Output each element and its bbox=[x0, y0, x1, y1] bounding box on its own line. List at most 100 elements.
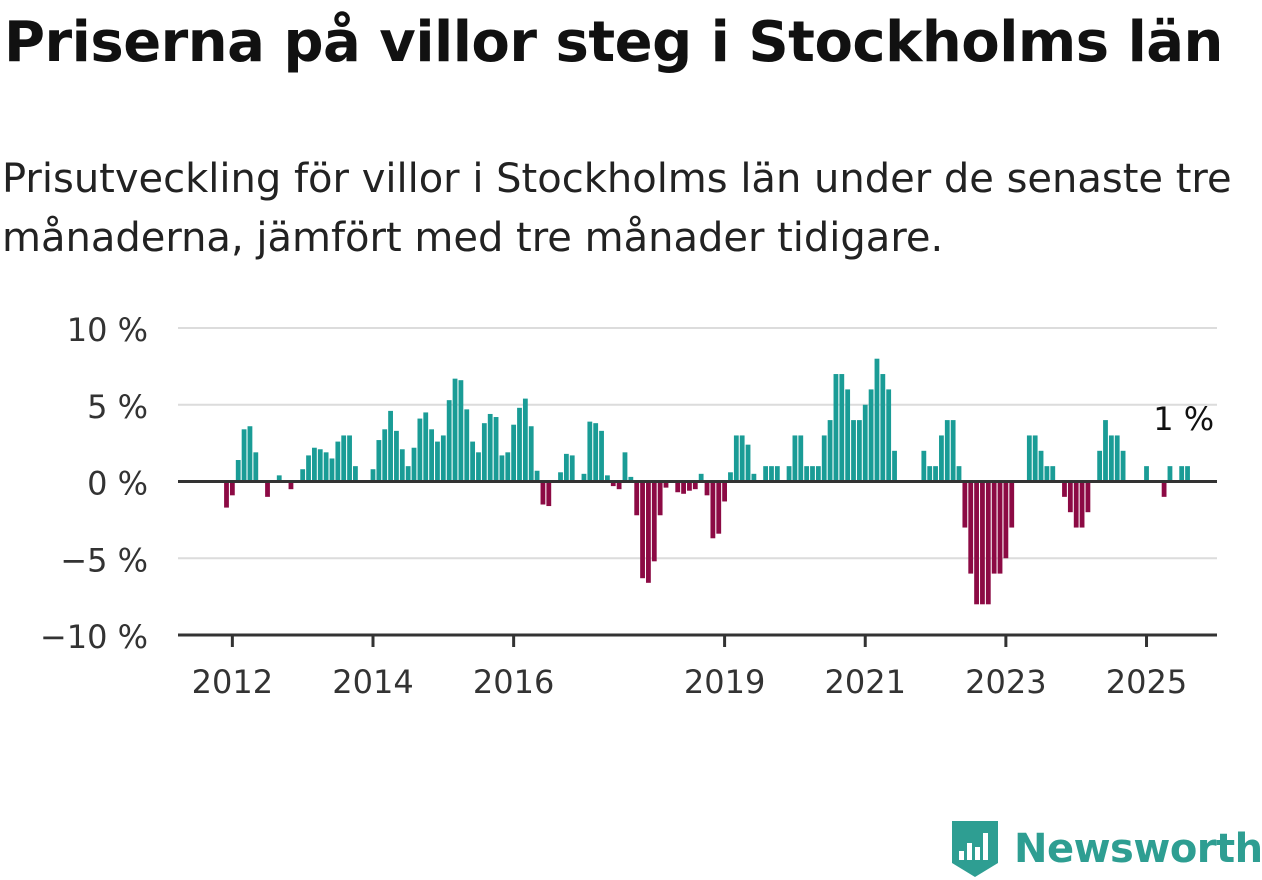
bar bbox=[1144, 466, 1149, 482]
bar bbox=[804, 466, 810, 482]
bar bbox=[452, 378, 458, 482]
bar bbox=[522, 398, 528, 482]
bar bbox=[868, 389, 874, 482]
bar bbox=[956, 466, 962, 482]
bar bbox=[681, 481, 686, 494]
bar bbox=[593, 423, 599, 482]
bar bbox=[663, 481, 669, 488]
bar bbox=[745, 444, 751, 482]
bar bbox=[417, 418, 423, 482]
bar bbox=[892, 450, 897, 482]
bar bbox=[405, 466, 411, 482]
bar bbox=[751, 473, 757, 482]
bar bbox=[1032, 435, 1038, 482]
bar bbox=[827, 420, 833, 482]
bar bbox=[839, 374, 845, 482]
bar bbox=[622, 452, 628, 482]
bar bbox=[651, 481, 657, 562]
bar bbox=[927, 466, 933, 482]
bar bbox=[944, 420, 950, 482]
bar bbox=[511, 424, 517, 482]
bar bbox=[323, 452, 329, 482]
x-tick-label: 2014 bbox=[332, 663, 413, 701]
bar bbox=[276, 475, 282, 482]
bar bbox=[634, 481, 640, 516]
bar bbox=[962, 481, 968, 528]
bar bbox=[470, 441, 476, 482]
bar bbox=[821, 435, 827, 482]
bar bbox=[1026, 435, 1032, 482]
newsworthy-bars-icon bbox=[952, 821, 998, 877]
bar bbox=[382, 429, 388, 482]
bar bbox=[628, 476, 634, 482]
bar bbox=[851, 420, 856, 482]
bar bbox=[540, 481, 546, 505]
bar bbox=[440, 435, 446, 482]
bar bbox=[886, 389, 892, 482]
bar bbox=[300, 469, 306, 482]
bar bbox=[1003, 481, 1009, 559]
y-tick-label: 10 % bbox=[67, 311, 148, 349]
gridlines bbox=[178, 327, 1217, 560]
bar bbox=[815, 466, 821, 482]
bar bbox=[1167, 466, 1173, 482]
bar bbox=[517, 407, 522, 482]
bar bbox=[687, 481, 692, 491]
bar bbox=[1067, 481, 1073, 513]
bar bbox=[317, 449, 323, 482]
bar bbox=[862, 404, 868, 482]
bar bbox=[640, 481, 645, 579]
brand-name: Newsworthy bbox=[1014, 826, 1262, 872]
axes bbox=[178, 480, 1217, 647]
bar bbox=[235, 460, 241, 482]
bar bbox=[605, 475, 610, 482]
bar bbox=[675, 481, 681, 493]
bar bbox=[481, 423, 487, 482]
bar bbox=[974, 481, 979, 605]
bar bbox=[335, 441, 341, 482]
bar bbox=[435, 441, 440, 482]
newsworthy-logo: Newsworthy bbox=[950, 818, 1262, 880]
bar bbox=[329, 458, 335, 482]
bar bbox=[376, 440, 382, 482]
bar bbox=[1073, 481, 1079, 528]
y-tick-label: −5 % bbox=[60, 541, 148, 579]
bar bbox=[733, 435, 739, 482]
bar bbox=[499, 455, 505, 482]
bar bbox=[399, 449, 405, 482]
y-tick-label: 5 % bbox=[87, 388, 148, 426]
bar bbox=[353, 466, 358, 482]
bar bbox=[985, 481, 991, 605]
bar bbox=[1103, 420, 1108, 482]
bar bbox=[774, 466, 780, 482]
bar bbox=[224, 481, 229, 508]
bar bbox=[874, 358, 880, 482]
bar bbox=[722, 481, 727, 502]
bar bbox=[1079, 481, 1085, 528]
bar bbox=[528, 426, 534, 482]
bar bbox=[1108, 435, 1114, 482]
bar bbox=[939, 435, 944, 482]
bar bbox=[229, 481, 235, 496]
bar bbox=[288, 481, 294, 490]
bar bbox=[728, 472, 733, 482]
bar bbox=[493, 417, 499, 482]
bar bbox=[786, 466, 792, 482]
bar bbox=[769, 466, 774, 482]
bar bbox=[558, 472, 563, 482]
bar bbox=[880, 374, 886, 482]
bar bbox=[921, 450, 927, 482]
bar bbox=[792, 435, 798, 482]
bar bbox=[856, 420, 862, 482]
bar bbox=[394, 430, 399, 482]
bar bbox=[833, 374, 839, 482]
bar bbox=[241, 429, 247, 482]
chart-title: Priserna på villor steg i Stockholms län bbox=[4, 10, 1223, 75]
bar bbox=[388, 410, 393, 482]
x-tick-label: 2025 bbox=[1106, 663, 1187, 701]
bar bbox=[1009, 481, 1015, 528]
bar bbox=[1044, 466, 1050, 482]
bar bbox=[692, 481, 698, 490]
x-tick-label: 2019 bbox=[684, 663, 765, 701]
bar bbox=[1038, 450, 1044, 482]
